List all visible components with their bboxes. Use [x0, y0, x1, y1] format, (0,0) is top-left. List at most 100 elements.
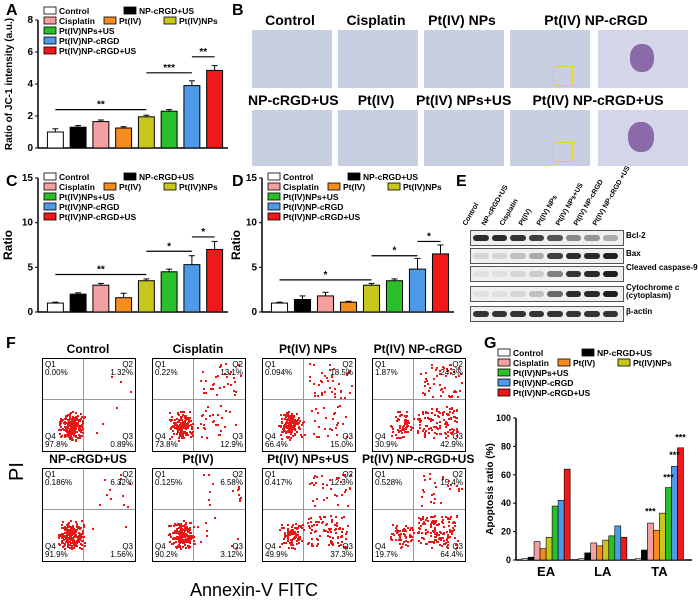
flow-event-dot: [70, 537, 73, 540]
bar-TA-Pt(IV)NPs: [659, 512, 666, 561]
flow-event-dot: [404, 415, 407, 418]
flow-event-dot: [334, 387, 337, 390]
quadrant-name: Q4: [155, 542, 166, 551]
wb-protein-label: Cleaved caspase-9: [626, 263, 698, 272]
quadrant-label-q2: Q2 6.32%: [110, 471, 133, 487]
quadrant-label-q1: Q1 1.87%: [375, 361, 398, 377]
flow-event-dot: [69, 546, 72, 549]
flow-event-dot: [308, 541, 311, 544]
flow-event-dot: [446, 518, 449, 521]
flow-event-dot: [314, 391, 317, 394]
flow-event-dot: [182, 535, 185, 538]
significance-mark: *: [201, 227, 205, 238]
flow-event-dot: [284, 542, 287, 545]
flow-event-dot: [422, 518, 424, 521]
flow-event-dot: [186, 535, 189, 538]
flow-event-dot: [400, 539, 403, 542]
flow-event-dot: [59, 435, 62, 438]
quadrant-label-q2: Q2 13.1%: [220, 361, 243, 377]
flow-event-dot: [434, 515, 437, 517]
flow-event-dot: [69, 418, 72, 421]
flow-event-dot: [344, 545, 347, 548]
flow-event-dot: [205, 379, 208, 382]
legend-swatch-Pt(IV)NPs: [387, 182, 401, 191]
flow-event-dot: [446, 531, 449, 534]
flow-event-dot: [436, 407, 439, 410]
flow-event-dot: [317, 521, 320, 524]
quadrant-label-q3: Q3 15.0%: [330, 433, 353, 449]
flow-event-dot: [295, 413, 298, 416]
flow-event-dot: [170, 436, 173, 439]
flow-event-dot: [234, 390, 237, 393]
quadrant-value: 30.9%: [375, 440, 398, 449]
flow-event-dot: [206, 529, 209, 532]
bar-TA-Cisplatin: [647, 522, 654, 561]
flow-event-dot: [328, 363, 331, 366]
flow-event-dot: [230, 545, 233, 548]
flow-event-dot: [320, 393, 323, 396]
flow-event-dot: [447, 418, 450, 421]
flow-event-dot: [333, 493, 336, 496]
flow-event-dot: [425, 517, 428, 520]
flow-event-dot: [197, 427, 200, 430]
quadrant-name: Q3: [342, 432, 353, 441]
flow-event-dot: [424, 518, 427, 521]
flow-event-dot: [424, 424, 427, 427]
y-tick-label: 8: [27, 15, 33, 26]
flow-event-dot: [291, 417, 294, 420]
flow-event-dot: [66, 541, 69, 544]
flow-event-dot: [431, 367, 434, 370]
bar-Cisplatin: [316, 295, 335, 313]
flow-event-dot: [443, 367, 446, 370]
flow-event-dot: [101, 422, 104, 425]
flow-event-dot: [336, 433, 339, 436]
flow-event-dot: [348, 486, 351, 489]
flow-event-dot: [450, 533, 453, 536]
flow-event-dot: [327, 534, 329, 537]
flow-event-dot: [82, 427, 85, 430]
wb-row-3: [470, 286, 624, 302]
flow-event-dot: [79, 436, 82, 439]
flow-event-dot: [310, 524, 313, 527]
flow-event-dot: [280, 421, 283, 424]
flow-event-dot: [433, 497, 436, 500]
flow-event-dot: [181, 436, 184, 439]
flow-event-dot: [288, 410, 291, 413]
flow-event-dot: [424, 528, 427, 531]
flow-event-dot: [203, 423, 206, 426]
flow-event-dot: [454, 375, 457, 378]
flow-event-dot: [281, 543, 284, 546]
flow-event-dot: [331, 541, 334, 544]
bar-EA-Cisplatin: [533, 541, 541, 561]
y-tick-label: 15: [246, 173, 258, 184]
flow-event-dot: [72, 417, 75, 420]
flow-event-dot: [447, 540, 450, 543]
flow-event-dot: [445, 537, 448, 540]
flow-event-dot: [286, 532, 289, 535]
legend-label-Cisplatin: Cisplatin: [59, 182, 95, 192]
flow-event-dot: [432, 520, 435, 523]
flow-event-dot: [336, 521, 339, 524]
flow-event-dot: [287, 524, 290, 527]
flow-event-dot: [119, 381, 122, 384]
flow-event-dot: [64, 528, 67, 531]
flow-event-dot: [169, 534, 172, 537]
quadrant-value: 15.0%: [330, 440, 353, 449]
micro-label-np-crgd-us: NP-cRGD+US: [248, 92, 339, 108]
flow-event-dot: [186, 538, 189, 541]
flow-event-dot: [227, 383, 230, 386]
flow-event-dot: [291, 546, 294, 549]
flow-event-dot: [186, 418, 189, 421]
flow-event-dot: [428, 473, 431, 476]
flow-event-dot: [341, 517, 344, 520]
flow-event-dot: [343, 474, 346, 477]
legend-swatch-Pt(IV)NP-cRGD+US: [43, 212, 57, 221]
flow-event-dot: [176, 429, 179, 432]
flow-event-dot: [452, 370, 455, 373]
y-tick-label: 0: [27, 307, 33, 318]
flow-event-dot: [181, 422, 184, 425]
panel-label-c: C: [6, 173, 18, 190]
flow-event-dot: [74, 544, 77, 547]
flow-event-dot: [73, 533, 76, 536]
wb-protein-label: Cytochrome c (cytoplasm): [626, 283, 680, 300]
